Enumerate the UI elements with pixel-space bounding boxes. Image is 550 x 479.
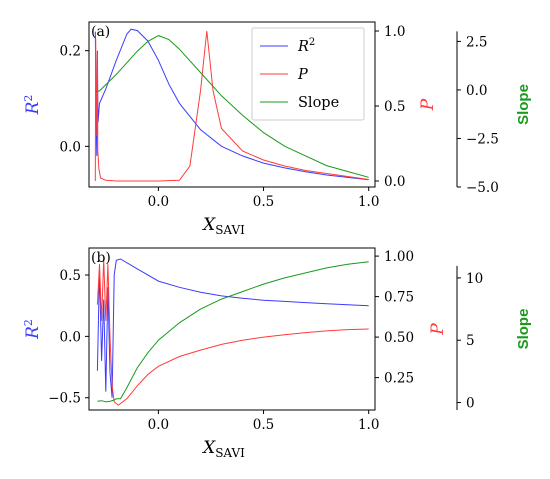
series-line-p bbox=[94, 30, 369, 182]
p-tick-label: 1.00 bbox=[384, 249, 414, 265]
p-axis-label: P bbox=[428, 323, 448, 336]
slope-tick-label: 10 bbox=[466, 271, 483, 287]
x-tick-label: 0.5 bbox=[253, 417, 274, 433]
r2-tick-label: 0.2 bbox=[60, 44, 81, 60]
x-tick-label: 1.0 bbox=[358, 417, 379, 433]
legend-entry: R2 bbox=[297, 37, 315, 55]
plot-frame bbox=[88, 247, 376, 411]
r2-axis-label: R2 bbox=[22, 319, 43, 340]
r2-tick-label: 0.5 bbox=[60, 268, 81, 284]
slope-axis-label: Slope bbox=[515, 84, 532, 125]
slope-tick-label: −2.5 bbox=[466, 131, 499, 147]
r2-tick-label: −0.5 bbox=[48, 391, 81, 407]
r2-axis-label: R2 bbox=[22, 95, 43, 116]
series-line-slope bbox=[95, 35, 369, 178]
slope-tick-label: −5.0 bbox=[466, 180, 499, 196]
p-tick-label: 0.5 bbox=[384, 99, 405, 115]
panel-b: 0.0 0.5 1.0 XSAVI 0.5 0.0 −0.5 R2 1.00 0.75 0.50 0.… bbox=[22, 247, 532, 460]
series-line-p bbox=[96, 259, 369, 406]
x-tick-label: 0.0 bbox=[148, 417, 169, 433]
series-line-slope bbox=[97, 261, 369, 403]
x-axis-label: XSAVI bbox=[201, 438, 245, 460]
slope-tick-label: 0 bbox=[466, 396, 475, 412]
panel-a: 0.0 0.5 1.0 XSAVI 0.0 0.2 R2 0.0 0.5 1.0 P 2.5 0.0 −2… bbox=[22, 21, 532, 237]
legend-box bbox=[251, 27, 365, 121]
slope-tick-label: 5 bbox=[466, 333, 475, 349]
slope-tick-label: 0.0 bbox=[466, 83, 487, 99]
legend-entry: Slope bbox=[298, 95, 339, 111]
p-tick-label: 0.0 bbox=[384, 174, 405, 190]
x-axis-label: XSAVI bbox=[201, 215, 245, 237]
x-tick-label: 0.0 bbox=[148, 194, 169, 210]
r2-tick-label: 0.0 bbox=[60, 139, 81, 155]
slope-tick-label: 2.5 bbox=[466, 34, 487, 50]
legend-entry: P bbox=[297, 67, 308, 83]
legend: R2 P Slope bbox=[251, 27, 365, 121]
series-line-r2 bbox=[96, 258, 369, 398]
panel-label: (a) bbox=[91, 24, 110, 40]
panel-label: (b) bbox=[91, 250, 111, 266]
slope-axis-label: Slope bbox=[515, 309, 532, 350]
plot-frame bbox=[88, 21, 376, 188]
p-tick-label: 0.50 bbox=[384, 330, 414, 346]
x-tick-label: 0.5 bbox=[253, 194, 274, 210]
p-tick-label: 0.25 bbox=[384, 371, 414, 387]
p-tick-label: 1.0 bbox=[384, 24, 405, 40]
p-tick-label: 0.75 bbox=[384, 290, 414, 306]
p-axis-label: P bbox=[418, 98, 438, 111]
x-tick-label: 1.0 bbox=[358, 194, 379, 210]
r2-tick-label: 0.0 bbox=[60, 329, 81, 345]
